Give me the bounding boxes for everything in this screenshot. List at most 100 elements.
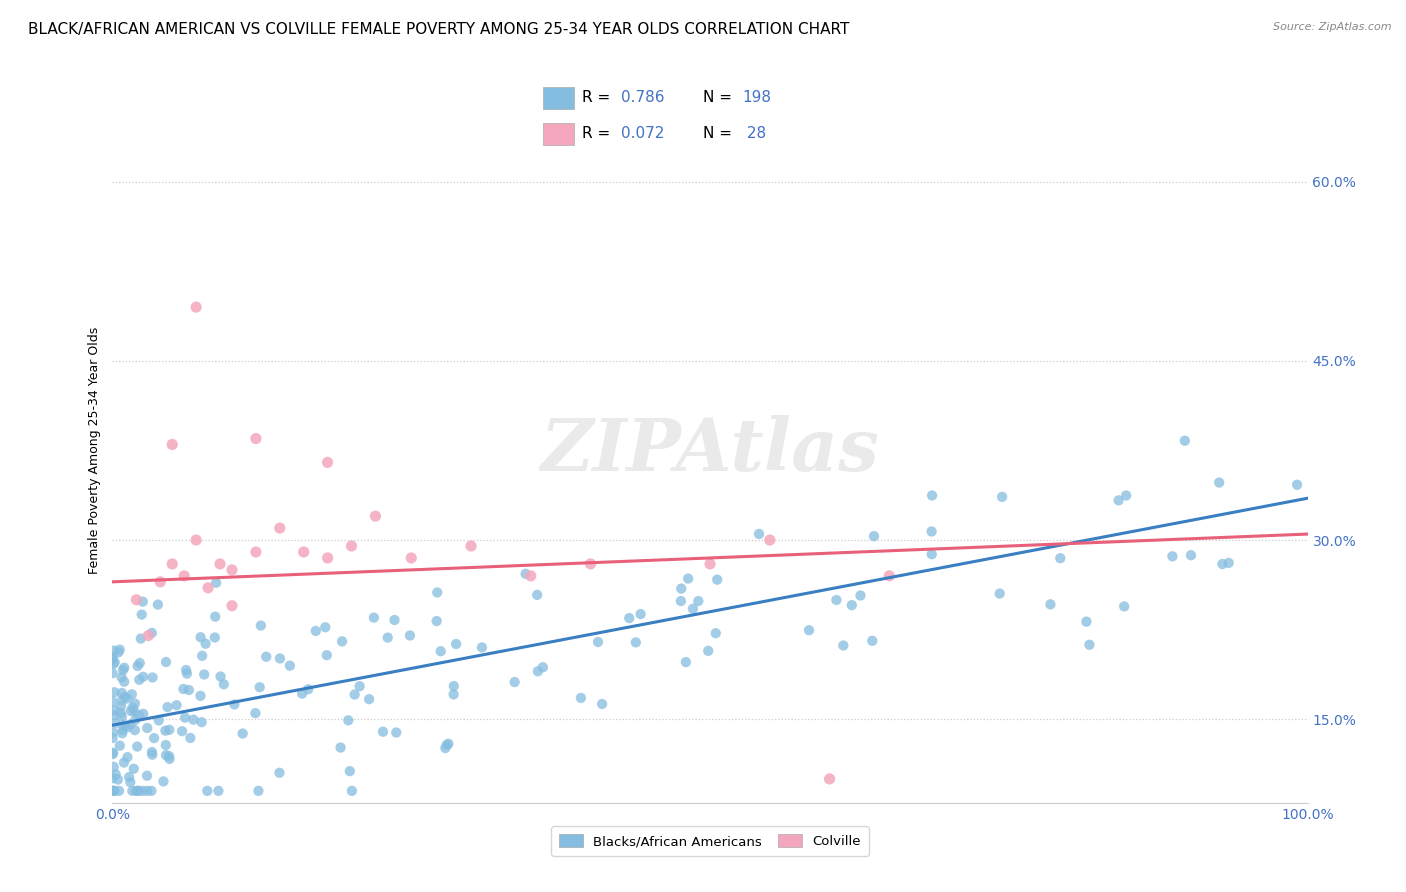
Point (131, 607, 153, 622)
Point (704, 626, 727, 640)
Point (245, 545, 267, 559)
Point (183, 713, 205, 727)
Point (1208, 475, 1230, 490)
Point (104, 716, 127, 731)
Point (1174, 434, 1197, 448)
Point (797, 623, 820, 637)
Point (224, 698, 246, 712)
Point (688, 594, 710, 608)
Point (127, 739, 149, 754)
Point (1114, 599, 1136, 614)
Point (624, 635, 647, 649)
Point (138, 629, 160, 643)
Point (122, 704, 145, 718)
Point (460, 539, 482, 553)
Point (156, 700, 179, 714)
Point (444, 637, 467, 651)
Point (385, 725, 408, 739)
Point (1180, 548, 1202, 562)
Point (988, 586, 1011, 600)
Point (111, 686, 134, 700)
Point (111, 709, 134, 723)
Point (127, 784, 149, 798)
Point (108, 642, 131, 657)
Text: R =: R = (582, 90, 616, 105)
Point (860, 633, 883, 648)
Point (245, 706, 267, 720)
Point (706, 573, 728, 587)
Point (118, 770, 141, 784)
Point (305, 624, 328, 638)
Point (314, 620, 336, 634)
Point (103, 708, 125, 723)
Point (515, 566, 537, 581)
Point (748, 527, 770, 541)
Point (114, 690, 136, 704)
Point (377, 631, 399, 645)
Point (120, 717, 142, 731)
Point (1076, 615, 1098, 629)
Point (190, 715, 212, 730)
Point (155, 655, 177, 669)
Point (818, 772, 841, 786)
Point (292, 545, 315, 559)
Point (108, 784, 131, 798)
Point (141, 745, 163, 759)
Point (159, 752, 181, 766)
Point (849, 589, 872, 603)
Point (121, 700, 143, 714)
Text: 0.072: 0.072 (621, 126, 665, 141)
Point (148, 714, 170, 728)
Point (671, 582, 693, 596)
Point (879, 569, 901, 583)
Point (527, 665, 550, 679)
Point (364, 509, 387, 524)
Point (278, 658, 301, 673)
Point (128, 708, 150, 723)
Point (825, 593, 848, 607)
Point (1049, 551, 1071, 566)
Point (146, 598, 169, 612)
Point (863, 529, 886, 543)
Point (221, 599, 243, 613)
Point (401, 551, 423, 566)
Point (131, 784, 153, 798)
Point (101, 747, 124, 761)
Point (207, 784, 229, 798)
Point (103, 643, 125, 657)
Point (103, 657, 125, 671)
Point (101, 746, 124, 760)
Point (297, 682, 319, 697)
Point (349, 679, 371, 693)
Point (503, 675, 526, 690)
Point (101, 652, 124, 666)
Point (173, 569, 195, 583)
Point (343, 688, 366, 702)
Point (443, 687, 465, 701)
Point (122, 762, 145, 776)
Point (141, 747, 163, 762)
Point (269, 651, 291, 665)
Point (176, 666, 198, 681)
Point (108, 739, 131, 753)
Point (363, 610, 385, 624)
Text: 28: 28 (742, 126, 766, 141)
Point (112, 718, 135, 732)
Point (699, 557, 721, 571)
Point (1078, 638, 1101, 652)
Point (136, 784, 159, 798)
Point (195, 784, 218, 798)
Point (193, 667, 215, 681)
Point (186, 533, 208, 547)
Point (128, 656, 150, 670)
Point (125, 784, 148, 798)
Point (110, 699, 132, 714)
Point (384, 613, 406, 627)
Point (359, 692, 381, 706)
Point (630, 607, 652, 621)
Point (245, 432, 267, 446)
Point (117, 720, 139, 734)
Text: N =: N = (703, 126, 737, 141)
Point (112, 756, 135, 770)
Point (111, 693, 134, 707)
